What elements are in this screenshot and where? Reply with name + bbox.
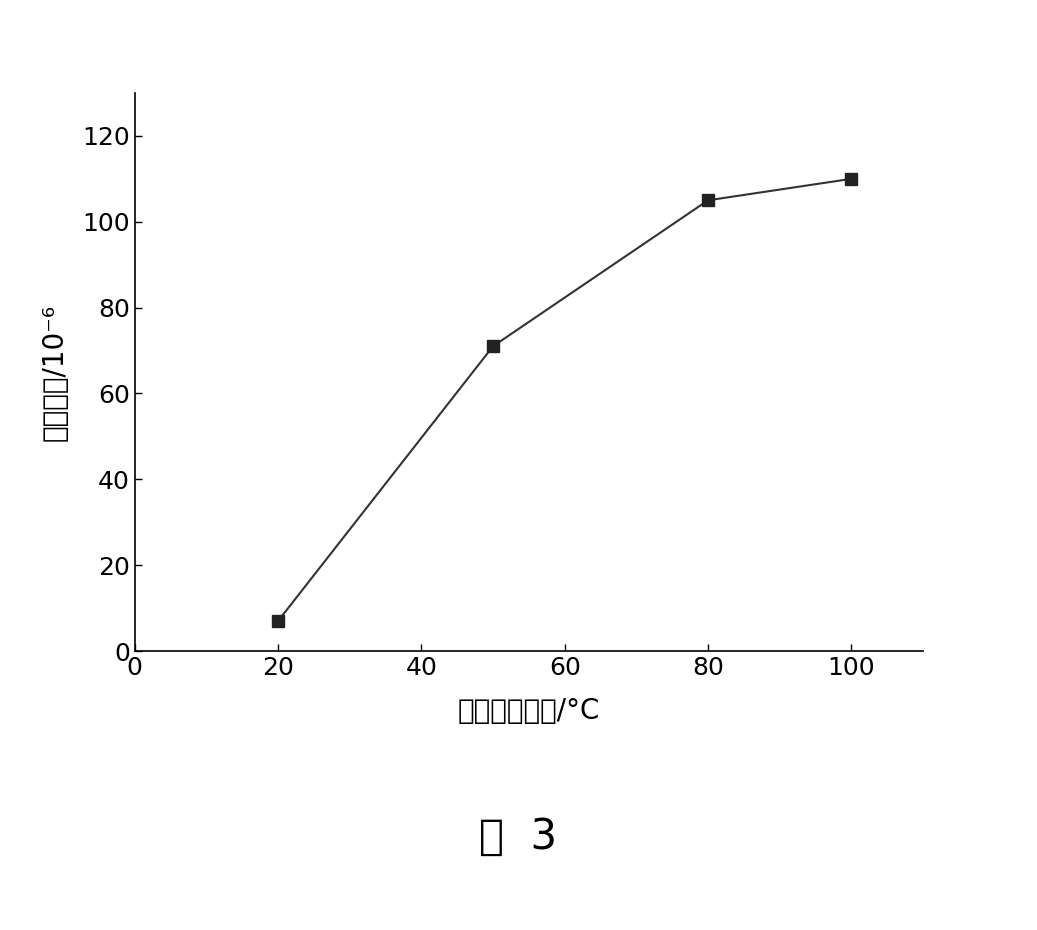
Y-axis label: 甲醉含量/10⁻⁶: 甲醉含量/10⁻⁶ bbox=[40, 303, 68, 441]
X-axis label: 尾气加热温度/°C: 尾气加热温度/°C bbox=[457, 697, 600, 724]
Text: 图  3: 图 3 bbox=[479, 816, 558, 858]
